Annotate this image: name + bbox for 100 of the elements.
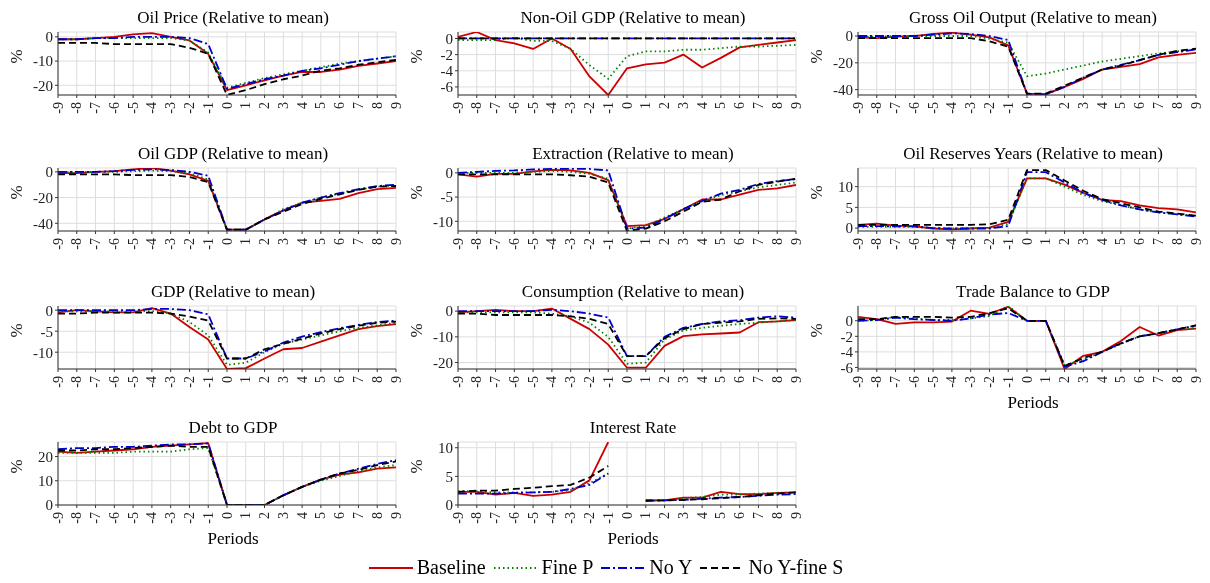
y-tick-label: -10 <box>33 53 53 70</box>
x-tick-label: -6 <box>106 376 122 388</box>
y-tick-label: -10 <box>433 213 453 230</box>
x-tick-label: -9 <box>850 238 866 250</box>
chart-title: Non-Oil GDP (Relative to mean) <box>519 8 747 29</box>
x-tick-label: -6 <box>906 376 922 388</box>
x-tick-label: 7 <box>1150 238 1166 245</box>
x-tick-label: -1 <box>1000 102 1016 114</box>
x-tick-label: -4 <box>944 102 960 114</box>
x-tick-label: 4 <box>694 512 710 519</box>
x-tick-label: 8 <box>769 512 785 519</box>
x-tick-label: 9 <box>388 238 404 245</box>
x-tick-label: 2 <box>257 102 273 109</box>
x-tick-label: 8 <box>769 376 785 383</box>
x-tick-label: 8 <box>1169 238 1185 245</box>
x-tick-label: -8 <box>869 238 885 250</box>
x-tick-label: 8 <box>769 238 785 245</box>
x-tick-label: -2 <box>981 102 997 114</box>
x-tick-label: -1 <box>1000 376 1016 388</box>
x-tick-label: -5 <box>125 102 141 114</box>
x-tick-label: 7 <box>350 238 366 245</box>
x-tick-label: 9 <box>788 102 804 109</box>
x-tick-label: -3 <box>563 102 579 114</box>
x-tick-label: 8 <box>369 376 385 383</box>
y-tick-label: -10 <box>433 329 453 346</box>
x-tick-label: 6 <box>1132 102 1148 109</box>
x-tick-label: -1 <box>1000 238 1016 250</box>
x-tick-label: 2 <box>257 512 273 519</box>
x-tick-label: 6 <box>732 376 748 383</box>
chart-title: Interest Rate <box>588 418 678 439</box>
y-tick-label: 10 <box>438 440 453 457</box>
x-tick-label: 0 <box>219 512 235 519</box>
x-tick-label: -7 <box>88 512 104 524</box>
x-tick-label: -5 <box>525 376 541 388</box>
x-tick-label: -2 <box>581 102 597 114</box>
x-tick-label: 9 <box>1188 102 1204 109</box>
x-tick-label: 0 <box>219 102 235 109</box>
y-tick-label: -40 <box>833 81 853 98</box>
y-tick-label: 0 <box>445 165 453 182</box>
x-tick-label: 3 <box>675 512 691 519</box>
x-tick-label: 7 <box>350 102 366 109</box>
x-tick-label: -4 <box>544 102 560 114</box>
x-tick-label: -5 <box>125 238 141 250</box>
x-tick-label: -9 <box>50 238 66 250</box>
x-tick-label: -7 <box>888 238 904 250</box>
x-tick-label: 0 <box>619 512 635 519</box>
x-tick-label: 4 <box>1094 376 1110 383</box>
x-tick-label: 9 <box>1188 376 1204 383</box>
x-tick-label: -5 <box>125 512 141 524</box>
x-tick-label: -1 <box>200 238 216 250</box>
x-tick-label: -8 <box>469 376 485 388</box>
x-tick-label: -2 <box>181 238 197 250</box>
x-axis-title: Periods <box>1006 393 1060 413</box>
x-tick-label: 7 <box>750 376 766 383</box>
x-tick-label: -3 <box>163 238 179 250</box>
y-tick-label: -2 <box>840 328 853 345</box>
x-tick-label: 1 <box>238 102 254 109</box>
x-tick-label: -7 <box>888 376 904 388</box>
x-tick-label: -7 <box>488 238 504 250</box>
y-tick-label: 0 <box>445 303 453 320</box>
x-tick-label: -9 <box>850 102 866 114</box>
x-tick-label: 6 <box>732 512 748 519</box>
x-tick-label: 1 <box>238 512 254 519</box>
x-tick-label: 2 <box>1057 238 1073 245</box>
chart-title: Gross Oil Output (Relative to mean) <box>908 8 1158 29</box>
y-tick-label: 5 <box>445 468 453 485</box>
x-tick-label: -5 <box>125 376 141 388</box>
x-tick-label: -7 <box>88 376 104 388</box>
x-tick-label: 5 <box>313 376 329 383</box>
x-tick-label: -8 <box>69 102 85 114</box>
x-tick-label: 3 <box>1075 376 1091 383</box>
x-tick-label: -5 <box>925 238 941 250</box>
x-tick-label: -3 <box>563 512 579 524</box>
x-tick-label: 2 <box>657 512 673 519</box>
x-tick-label: -8 <box>869 102 885 114</box>
x-tick-label: 9 <box>788 238 804 245</box>
x-tick-label: 7 <box>750 512 766 519</box>
x-tick-label: -6 <box>906 238 922 250</box>
x-tick-label: -4 <box>144 238 160 250</box>
x-tick-label: -2 <box>181 512 197 524</box>
x-tick-label: 5 <box>313 102 329 109</box>
x-tick-label: 4 <box>1094 238 1110 245</box>
x-tick-label: 0 <box>619 238 635 245</box>
y-tick-label: -10 <box>33 344 53 361</box>
x-tick-label: -3 <box>963 238 979 250</box>
y-axis-title: % <box>407 49 427 64</box>
y-tick-label: -2 <box>440 46 453 63</box>
x-tick-label: -2 <box>581 238 597 250</box>
x-tick-label: -1 <box>600 238 616 250</box>
y-tick-label: -5 <box>440 189 453 206</box>
x-tick-label: 4 <box>294 376 310 383</box>
y-axis-title: % <box>7 323 27 338</box>
x-tick-label: -7 <box>888 102 904 114</box>
x-tick-label: -4 <box>144 102 160 114</box>
x-tick-label: -7 <box>488 512 504 524</box>
x-tick-label: -4 <box>544 512 560 524</box>
x-tick-label: 1 <box>1038 238 1054 245</box>
x-tick-label: -4 <box>944 238 960 250</box>
x-tick-label: 2 <box>1057 102 1073 109</box>
x-tick-label: 3 <box>1075 102 1091 109</box>
